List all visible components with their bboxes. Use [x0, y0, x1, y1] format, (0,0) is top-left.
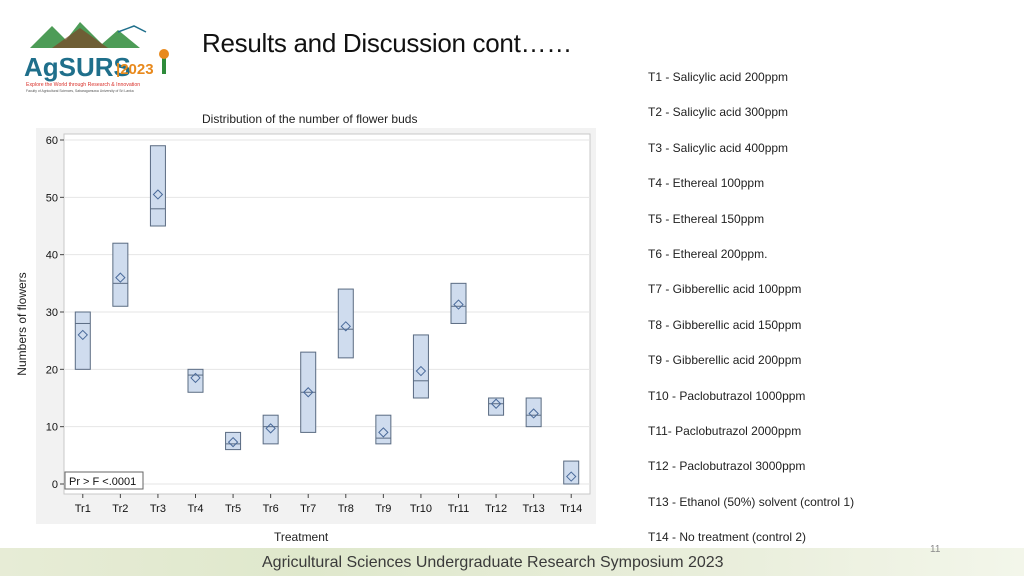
- y-tick-label: 60: [46, 135, 58, 147]
- box-tr4: [187, 368, 204, 393]
- box-tr7: [300, 351, 317, 433]
- symposium-logo: AgSURS |2023 Explore the World through R…: [22, 18, 182, 94]
- legend-item: T1 - Salicylic acid 200ppm: [648, 70, 789, 84]
- y-tick-label: 0: [52, 479, 58, 491]
- x-tick-label: Tr14: [560, 503, 582, 515]
- mean-marker: [227, 436, 239, 448]
- mean-marker: [303, 387, 314, 398]
- legend-item: T3 - Salicylic acid 400ppm: [648, 140, 789, 155]
- box-iqr: [112, 242, 129, 307]
- box-plot-chart: 0 10 20 30 40 50 60 Tr1 Tr2 Tr3 Tr4 Tr5 Tr6 Tr7 Tr8 Tr…: [36, 128, 596, 524]
- x-tick-label: Tr7: [300, 503, 316, 515]
- legend-item: T5 - Ethereal 150ppm: [648, 211, 765, 226]
- y-tick-label: 10: [46, 422, 58, 434]
- box-iqr: [337, 288, 354, 359]
- legend-item: T10 - Paclobutrazol 1000ppm: [648, 388, 806, 403]
- legend-item: T6 - Ethereal 200ppm.: [648, 247, 768, 261]
- box-iqr: [450, 282, 467, 324]
- box-tr13: [525, 397, 542, 428]
- legend-item: T2 - Salicylic acid 300ppm: [648, 105, 789, 120]
- mean-marker: [77, 329, 88, 341]
- x-tick-label: Tr13: [523, 503, 545, 515]
- logo-wordmark: AgSURS: [24, 52, 131, 82]
- legend-item: T14 - No treatment (control 2): [648, 530, 807, 545]
- box-iqr: [375, 414, 392, 445]
- legend-item: T9 - Gibberellic acid 200ppm: [648, 353, 802, 368]
- box-tr9: [375, 414, 392, 445]
- y-tick-label: 50: [46, 192, 58, 204]
- mean-marker: [340, 321, 351, 332]
- x-axis-label: Treatment: [274, 530, 329, 544]
- mean-marker: [265, 423, 276, 434]
- x-tick-label: Tr4: [187, 503, 203, 515]
- y-axis-label: Numbers of flowers: [15, 272, 29, 376]
- x-tick-label: Tr5: [225, 503, 241, 515]
- legend-item: T8 - Gibberellic acid 150ppm: [648, 317, 802, 332]
- mean-marker: [528, 408, 539, 419]
- p-value-annotation: Pr > F <.0001: [64, 471, 144, 490]
- box-iqr: [488, 397, 505, 416]
- mountain-icon: [30, 22, 147, 48]
- x-tick-label: Tr11: [448, 503, 469, 515]
- slide-title: Results and Discussion cont……: [202, 28, 572, 58]
- mean-marker: [152, 189, 164, 200]
- legend-item: T11- Paclobutrazol 2000ppm: [648, 424, 802, 438]
- mean-marker: [415, 365, 427, 377]
- mean-marker: [190, 372, 201, 384]
- y-tick-label: 40: [46, 250, 58, 262]
- x-tick-label: Tr2: [112, 503, 128, 515]
- page-number: 11: [930, 544, 941, 555]
- torch-icon: [159, 49, 169, 74]
- box-plot-svg: 0 10 20 30 40 50 60 Tr1 Tr2 Tr3 Tr4 Tr5 Tr6 Tr7 Tr8 Tr…: [46, 133, 591, 515]
- legend-item: T12 - Paclobutrazol 3000ppm: [648, 459, 806, 474]
- mean-marker: [378, 427, 389, 438]
- legend-item: T4 - Ethereal 100ppm: [648, 176, 765, 191]
- footer-text: Agricultural Sciences Undergraduate Rese…: [262, 554, 724, 571]
- box-tr2: [112, 242, 129, 307]
- mean-marker: [566, 471, 577, 482]
- y-tick-label: 30: [46, 307, 58, 319]
- x-tick-label: Tr12: [485, 503, 507, 515]
- box-tr10: [412, 334, 429, 399]
- box-tr3: [149, 145, 166, 227]
- mean-marker: [453, 299, 464, 310]
- box-tr12: [488, 397, 505, 416]
- x-tick-label: Tr6: [263, 503, 279, 515]
- box-iqr: [149, 145, 166, 227]
- x-tick-label: Tr8: [338, 503, 354, 515]
- legend-item: T13 - Ethanol (50%) solvent (control 1): [648, 494, 855, 509]
- x-tick-label: Tr10: [410, 503, 432, 515]
- box-tr5: [225, 431, 242, 451]
- logo-year: |2023: [116, 61, 154, 78]
- chart-caption: Distribution of the number of flower bud…: [202, 112, 418, 126]
- footer-band: [0, 548, 1024, 576]
- x-tick-label: Tr1: [75, 503, 91, 515]
- x-tick-label: Tr3: [150, 503, 166, 515]
- x-tick-label: Tr9: [375, 503, 391, 515]
- box-iqr: [262, 414, 279, 445]
- plot-area: [63, 133, 591, 495]
- box-iqr: [225, 431, 242, 451]
- box-tr1: [74, 311, 91, 370]
- mean-marker: [115, 272, 126, 283]
- legend-item: T7 - Gibberellic acid 100ppm: [648, 282, 802, 297]
- box-tr14: [563, 460, 580, 485]
- y-tick-label: 20: [46, 364, 58, 376]
- box-iqr: [525, 397, 542, 428]
- p-value-text: Pr > F <.0001: [69, 476, 136, 488]
- box-tr8: [337, 288, 354, 359]
- box-iqr: [74, 311, 91, 370]
- box-tr6: [262, 414, 279, 445]
- mean-marker: [490, 398, 502, 409]
- logo-subtag: Faculty of Agricultural Sciences, Sabara…: [26, 89, 134, 93]
- logo-tagline: Explore the World through Research & Inn…: [26, 82, 140, 88]
- box-tr11: [450, 282, 467, 324]
